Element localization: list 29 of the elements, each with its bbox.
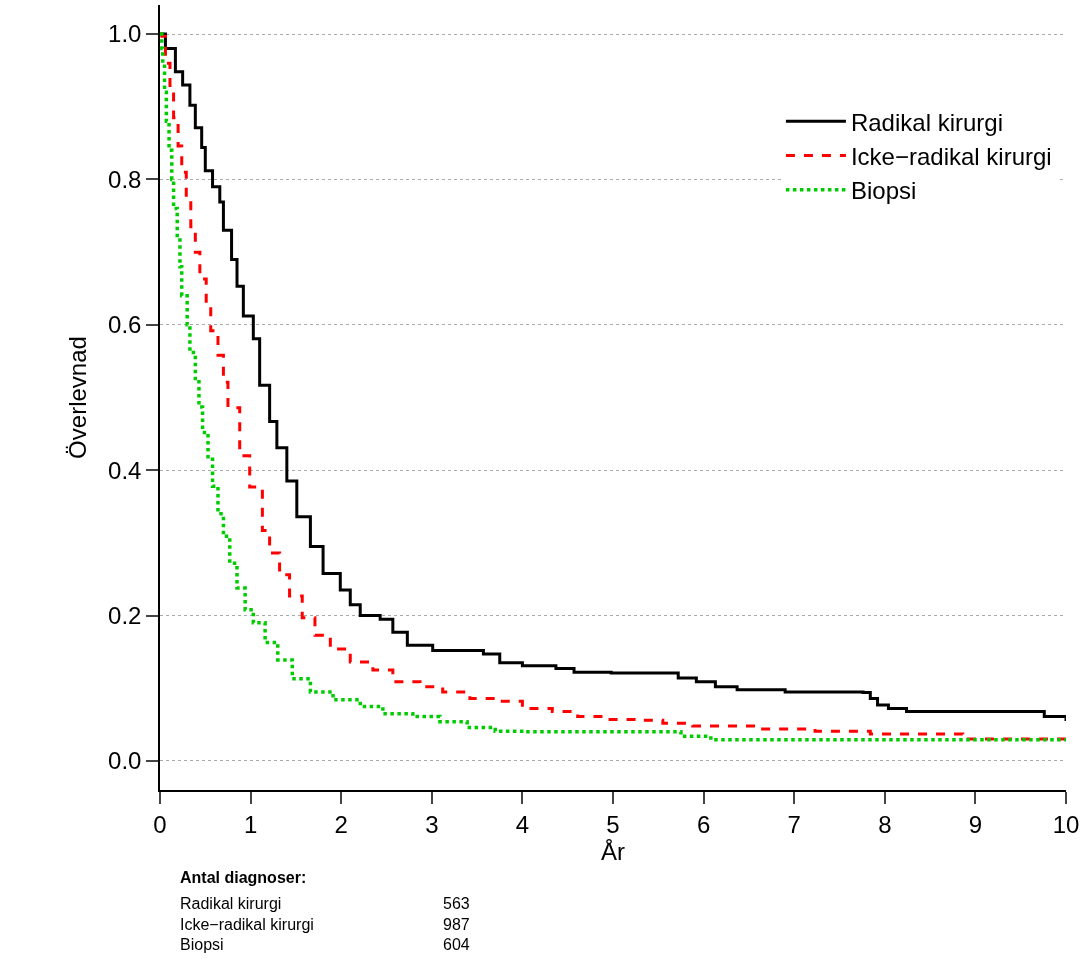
x-tick-label: 9 <box>968 810 983 838</box>
x-tick-label: 4 <box>515 810 530 838</box>
text: 987 <box>443 916 470 933</box>
y-tick-label: 0.4 <box>108 456 142 484</box>
y-tick-label: 1.0 <box>108 20 142 48</box>
legend-label: Biopsi <box>850 177 917 205</box>
x-tick-label: 0 <box>153 810 167 838</box>
y-tick-label: 0.8 <box>108 165 142 193</box>
y-tick-label: 0.0 <box>108 747 142 775</box>
y-axis-title: Överlevnad <box>63 336 91 459</box>
x-tick-label: 8 <box>878 810 892 838</box>
legend-label: Radikal kirurgi <box>850 108 1003 136</box>
x-tick-label: 10 <box>1052 810 1080 838</box>
text: 563 <box>443 895 470 912</box>
x-tick-label: 2 <box>334 810 348 838</box>
text: Radikal kirurgi <box>180 895 282 912</box>
text: Antal diagnoser: <box>180 869 307 886</box>
x-axis-title: År <box>601 837 626 865</box>
text: Biopsi <box>180 936 224 953</box>
x-tick-label: 5 <box>606 810 620 838</box>
x-tick-label: 7 <box>787 810 801 838</box>
y-tick-label: 0.6 <box>108 311 142 339</box>
text: Icke−radikal kirurgi <box>180 916 314 933</box>
x-tick-label: 3 <box>425 810 439 838</box>
text: 604 <box>443 936 470 953</box>
x-tick-label: 1 <box>243 810 258 838</box>
y-tick-label: 0.2 <box>108 601 142 629</box>
x-tick-label: 6 <box>696 810 711 838</box>
legend-label: Icke−radikal kirurgi <box>850 142 1052 170</box>
